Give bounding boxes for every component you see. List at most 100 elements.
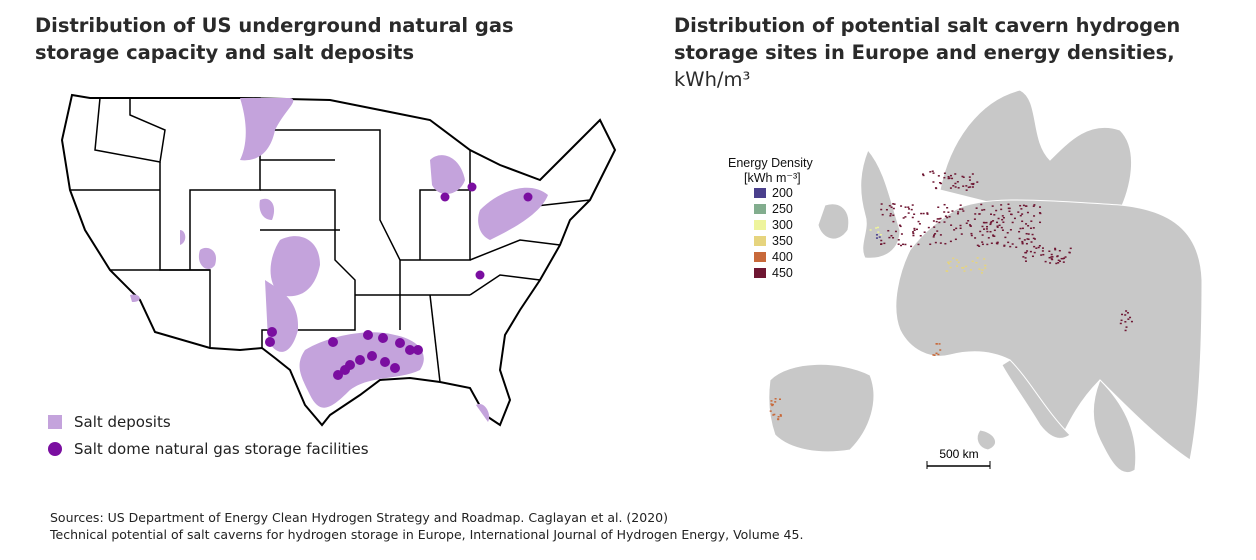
- site-dot: [1057, 259, 1060, 262]
- site-dot: [926, 213, 929, 215]
- site-dot: [1008, 210, 1011, 213]
- energy-swatch: [754, 188, 766, 198]
- site-dot: [969, 225, 972, 227]
- site-dot: [948, 215, 951, 218]
- site-dot: [880, 208, 883, 211]
- site-dot: [1120, 319, 1123, 322]
- site-dot: [965, 189, 968, 191]
- site-dot: [951, 177, 954, 180]
- site-dot: [959, 224, 962, 227]
- site-dot: [1029, 227, 1032, 230]
- site-dot: [1017, 211, 1020, 213]
- site-dot: [984, 267, 987, 269]
- site-dot: [950, 224, 953, 226]
- site-dot: [962, 266, 965, 269]
- site-dot: [955, 259, 958, 261]
- site-dot: [878, 236, 881, 238]
- site-dot: [902, 243, 905, 246]
- site-dot: [1125, 310, 1128, 312]
- site-dot: [1000, 204, 1003, 206]
- site-dot: [981, 234, 984, 236]
- site-dot: [1031, 255, 1034, 258]
- site-dot: [1023, 239, 1026, 241]
- site-dot: [1021, 242, 1024, 245]
- site-dot: [869, 229, 872, 231]
- us-outline: [60, 93, 617, 427]
- site-dot: [937, 353, 940, 356]
- site-dot: [913, 229, 916, 232]
- site-dot: [1129, 316, 1132, 319]
- site-dot: [1041, 247, 1044, 249]
- site-dot: [933, 234, 936, 236]
- energy-swatch: [754, 220, 766, 230]
- site-dot: [968, 224, 971, 226]
- energy-value: 350: [772, 234, 793, 248]
- site-dot: [996, 221, 999, 224]
- site-dot: [971, 186, 974, 188]
- site-dot: [987, 237, 990, 239]
- site-dot: [917, 220, 920, 223]
- site-dot: [996, 225, 999, 227]
- site-dot: [888, 204, 891, 207]
- site-dot: [1060, 257, 1063, 260]
- site-dot: [1032, 227, 1035, 229]
- site-dot: [908, 208, 911, 210]
- site-dot: [883, 242, 886, 245]
- site-dot: [938, 221, 941, 224]
- site-dot: [1035, 247, 1038, 249]
- site-dot: [1068, 251, 1071, 254]
- site-dot: [943, 203, 946, 206]
- site-dot: [910, 208, 913, 211]
- site-dot: [939, 349, 942, 351]
- right-title-text: Distribution of potential salt cavern hy…: [674, 14, 1181, 64]
- site-dot: [900, 244, 903, 247]
- site-dot: [1048, 250, 1051, 252]
- site-dot: [946, 216, 949, 219]
- site-dot: [947, 261, 950, 264]
- site-dot: [1048, 256, 1051, 259]
- site-dot: [771, 404, 774, 407]
- site-dot: [982, 221, 985, 224]
- site-dot: [989, 222, 992, 224]
- site-dot: [900, 205, 903, 207]
- site-dot: [986, 243, 989, 246]
- legend-swatch: [48, 442, 62, 456]
- site-dot: [1064, 256, 1067, 258]
- site-dot: [960, 233, 963, 235]
- site-dot: [956, 265, 959, 267]
- site-dot: [922, 212, 925, 215]
- site-dot: [952, 185, 955, 187]
- site-dot: [890, 234, 893, 237]
- site-dot: [892, 203, 895, 205]
- site-dot: [1033, 215, 1036, 217]
- site-dot: [938, 343, 941, 345]
- site-dot: [910, 245, 913, 248]
- site-dot: [975, 261, 978, 264]
- site-dot: [1009, 229, 1012, 231]
- site-dot: [1054, 248, 1057, 251]
- energy-legend-unit: [kWh m⁻³]: [744, 171, 801, 185]
- right-title: Distribution of potential salt cavern hy…: [674, 12, 1254, 93]
- site-dot: [996, 226, 999, 228]
- site-dot: [959, 208, 962, 210]
- site-dot: [965, 222, 968, 224]
- site-dot: [992, 235, 995, 237]
- site-dot: [1033, 238, 1036, 240]
- energy-legend-item: 400: [754, 249, 813, 265]
- site-dot: [1026, 211, 1029, 214]
- source-line: Technical potential of salt caverns for …: [50, 527, 804, 542]
- site-dot: [1003, 245, 1006, 247]
- site-dot: [1038, 244, 1041, 247]
- us-map: [60, 93, 617, 427]
- site-dot: [877, 231, 880, 233]
- site-dot: [1020, 208, 1023, 210]
- site-dot: [981, 209, 984, 211]
- energy-swatch: [754, 252, 766, 262]
- site-dot: [1022, 204, 1025, 207]
- energy-legend: Energy Density [kWh m⁻³] 200 250 300 350 400…: [728, 156, 813, 281]
- site-dot: [974, 213, 977, 215]
- site-dot: [1039, 221, 1042, 224]
- site-dot: [997, 217, 1000, 220]
- site-dot: [1024, 257, 1027, 259]
- site-dot: [949, 260, 952, 263]
